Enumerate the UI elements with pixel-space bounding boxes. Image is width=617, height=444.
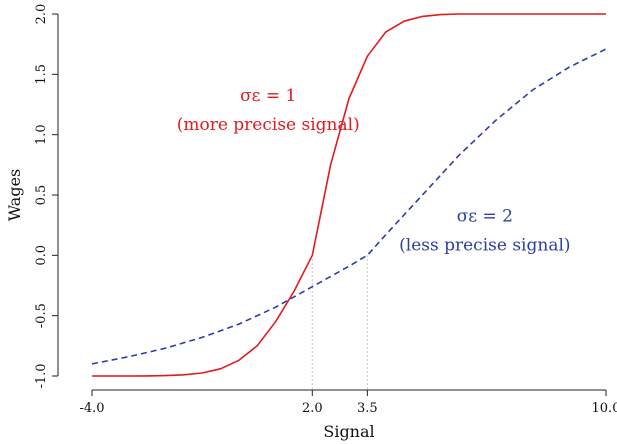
- series-lines: [91, 13, 607, 377]
- annotation-sigma: σε = 2: [457, 207, 513, 227]
- annotation-description: (more precise signal): [177, 115, 360, 135]
- y-tick-label: 1.0: [34, 124, 49, 145]
- x-ticks: -4.0 2.0 3.5 10.0: [79, 390, 617, 416]
- axes: [57, 14, 606, 391]
- annotation-sigma: σε = 1: [240, 86, 296, 106]
- y-tick-label: 0.5: [34, 185, 49, 206]
- reference-lines: [311, 255, 368, 390]
- y-tick-label: -0.5: [34, 303, 49, 328]
- x-tick-label: -4.0: [79, 401, 104, 416]
- annotation-description: (less precise signal): [399, 236, 570, 256]
- x-axis-title: Signal: [323, 422, 374, 441]
- y-tick-label: 0.0: [34, 245, 49, 266]
- y-tick-label: -1.0: [34, 363, 49, 388]
- x-tick-label: 2.0: [302, 401, 323, 416]
- series-line-solid: [92, 13, 606, 377]
- y-ticks: -1.0 -0.5 0.0 0.5 1.0 1.5 2.0: [34, 4, 58, 389]
- y-tick-label: 2.0: [34, 4, 49, 25]
- annotations: σε = 1 (more precise signal) σε = 2 (less p…: [177, 86, 571, 256]
- x-tick-label: 3.5: [357, 401, 378, 416]
- y-tick-label: 1.5: [34, 64, 49, 85]
- y-axis-title: Wages: [5, 169, 24, 222]
- x-tick-label: 10.0: [592, 401, 617, 416]
- series-line-dashed: [91, 48, 607, 365]
